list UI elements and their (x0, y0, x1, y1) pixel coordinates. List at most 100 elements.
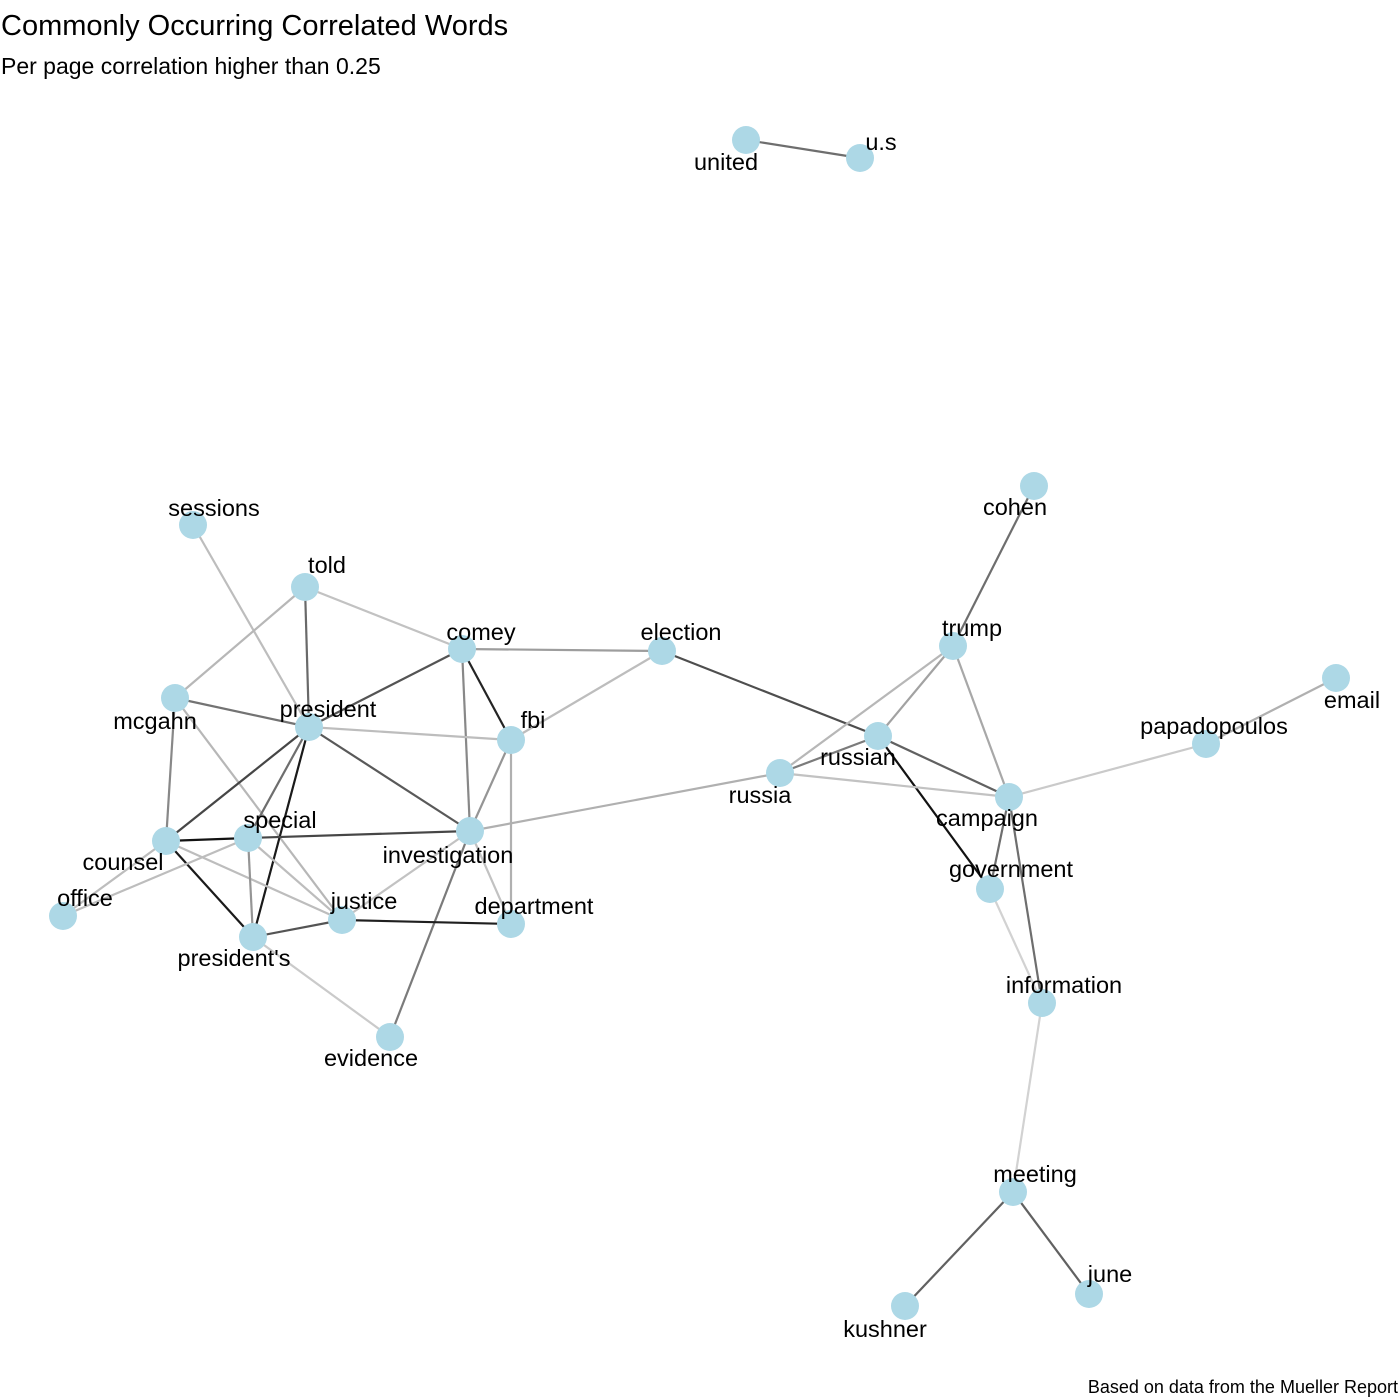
edge-comey-president (308, 648, 463, 728)
node-label-trump: trump (942, 615, 1002, 641)
edge-president-presidents (251, 726, 311, 938)
edge-information-meeting (1011, 1002, 1044, 1193)
node-label-office: office (57, 885, 113, 911)
edge-justice-department (341, 918, 512, 926)
node-information (1028, 989, 1056, 1017)
node-sessions (179, 511, 207, 539)
node-label-campaign: campaign (936, 805, 1038, 831)
node-investigation (456, 817, 484, 845)
edge-layer (62, 138, 1337, 1307)
node-comey (448, 635, 476, 663)
chart-title: Commonly Occurring Correlated Words (1, 10, 509, 42)
node-label-president: president (280, 696, 377, 722)
node-papadopoulos (1192, 730, 1220, 758)
edge-government-information (988, 888, 1044, 1004)
node-label-fbi: fbi (521, 707, 546, 733)
label-layer: united u.s sessions told comey election mcgahn… (57, 129, 1380, 1342)
node-label-us: u.s (865, 129, 896, 155)
node-label-mcgahn: mcgahn (113, 708, 197, 734)
node-counsel (152, 827, 180, 855)
edge-meeting-kushner (904, 1191, 1014, 1307)
edge-told-comey (304, 585, 463, 651)
edge-comey-fbi (461, 648, 512, 741)
edge-campaign-government (988, 796, 1011, 890)
edge-investigation-justice (341, 830, 471, 921)
node-label-united: united (694, 149, 758, 175)
chart-subtitle: Per page correlation higher than 0.25 (1, 53, 381, 79)
node-label-sessions: sessions (168, 495, 259, 521)
node-department (497, 910, 525, 938)
edge-told-mcgahn (174, 586, 306, 699)
edge-counsel-justice (165, 839, 343, 922)
edge-comey-election (461, 647, 663, 653)
node-june (1075, 1280, 1103, 1308)
node-trump (939, 632, 967, 660)
edge-election-russian (661, 649, 879, 738)
node-election (648, 637, 676, 665)
node-russian (864, 722, 892, 750)
edge-cohen-trump (952, 485, 1035, 647)
edge-justice-presidents (252, 918, 343, 939)
node-president (295, 713, 323, 741)
node-label-government: government (949, 856, 1074, 882)
node-us (846, 144, 874, 172)
node-united (732, 126, 760, 154)
edge-trump-campaign (951, 645, 1011, 798)
edge-counsel-office (62, 840, 167, 917)
node-label-evidence: evidence (324, 1045, 418, 1071)
node-cohen (1020, 472, 1048, 500)
edge-told-president (303, 586, 311, 728)
edge-president-special (247, 726, 310, 839)
edge-investigation-russia (469, 771, 781, 833)
node-meeting (999, 1178, 1027, 1206)
edge-election-fbi (510, 650, 663, 741)
edge-trump-russian (877, 645, 954, 737)
edge-special-office (62, 836, 249, 918)
edge-comey-investigation (460, 648, 472, 832)
node-label-email: email (1324, 687, 1380, 713)
edge-sessions-president (192, 524, 310, 728)
edge-fbi-investigation (468, 739, 513, 832)
node-layer (49, 126, 1350, 1320)
node-justice (328, 906, 356, 934)
node-presidents (239, 923, 267, 951)
node-label-cohen: cohen (983, 494, 1047, 520)
edge-email-papadopoulos (1205, 677, 1337, 745)
edge-russian-russia (779, 734, 879, 775)
node-label-information: information (1006, 972, 1122, 998)
node-fbi (497, 726, 525, 754)
edge-investigation-evidence (388, 830, 472, 1038)
edge-united-us (745, 138, 861, 160)
edge-papadopoulos-campaign (1008, 742, 1207, 799)
edge-president-investigation (308, 726, 471, 832)
node-evidence (376, 1023, 404, 1051)
node-label-election: election (641, 619, 722, 645)
edge-russian-government (877, 735, 991, 890)
edge-mcgahn-justice (174, 697, 343, 921)
edge-special-investigation (247, 829, 471, 840)
edge-counsel-presidents (165, 840, 254, 938)
node-label-special: special (243, 807, 316, 833)
node-mcgahn (161, 684, 189, 712)
node-label-presidents: president's (178, 945, 291, 971)
edge-meeting-june (1012, 1191, 1090, 1295)
edge-investigation-department (468, 830, 513, 925)
edge-russian-campaign (877, 735, 1010, 798)
edge-special-justice (247, 837, 343, 921)
node-label-counsel: counsel (83, 849, 164, 875)
node-label-comey: comey (446, 619, 515, 645)
edge-president-fbi (308, 725, 512, 742)
node-kushner (891, 1292, 919, 1320)
node-campaign (995, 783, 1023, 811)
chart-caption: Based on data from the Mueller Report (1087, 1377, 1398, 1397)
node-email (1322, 664, 1350, 692)
edge-special-presidents (246, 837, 255, 938)
node-label-meeting: meeting (993, 1161, 1077, 1187)
node-label-justice: justice (330, 888, 398, 914)
edge-mcgahn-counsel (164, 697, 177, 842)
node-russia (766, 759, 794, 787)
node-label-russia: russia (729, 782, 793, 808)
node-label-told: told (308, 552, 346, 578)
node-special (234, 824, 262, 852)
edge-mcgahn-president (174, 696, 310, 729)
